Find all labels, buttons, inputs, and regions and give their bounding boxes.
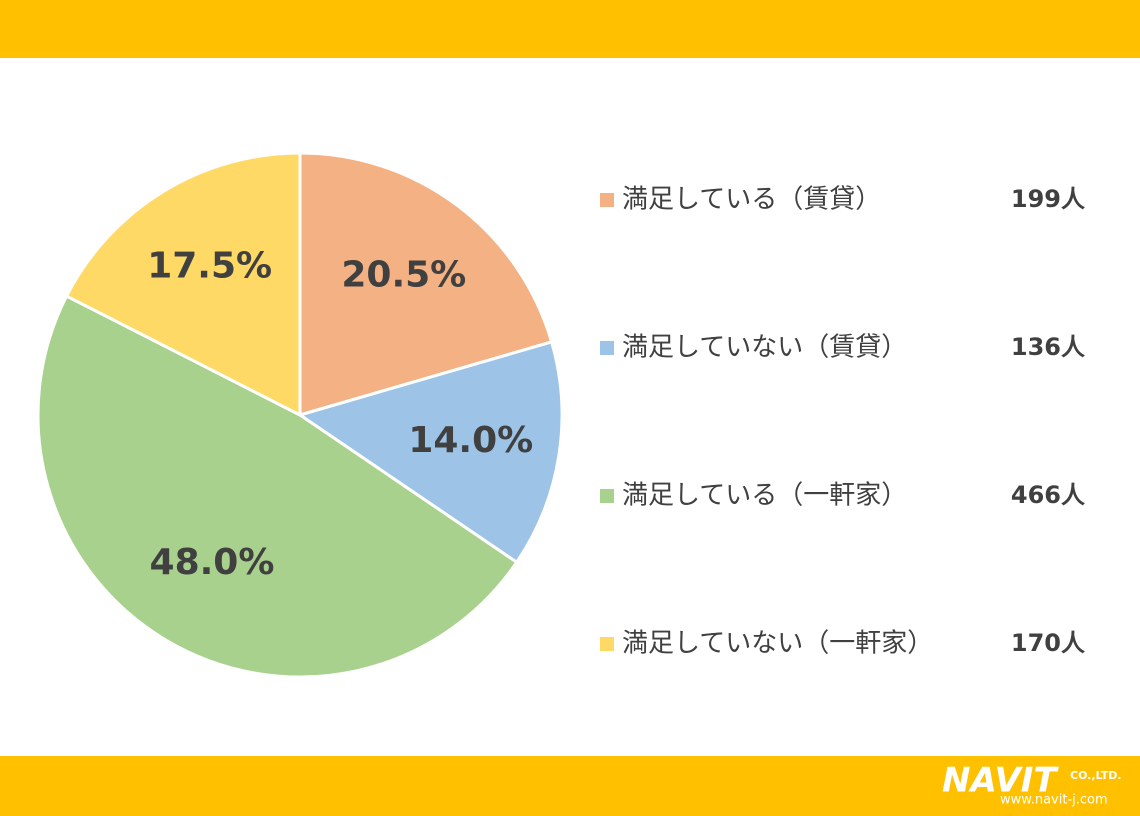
pie-slice bbox=[296, 340, 564, 565]
legend-swatch bbox=[600, 341, 614, 355]
pie-slice bbox=[36, 294, 519, 679]
legend-count: 170人 bbox=[1011, 629, 1085, 657]
legend-label: 満足している（賃貸） bbox=[622, 185, 881, 215]
legend-label: 満足していない（一軒家） bbox=[622, 629, 933, 659]
bottom-bar bbox=[0, 756, 1140, 816]
legend-swatch bbox=[600, 637, 614, 651]
slice-label: 20.5% bbox=[341, 255, 466, 296]
legend-label: 満足している（一軒家） bbox=[622, 481, 907, 511]
legend-label: 満足していない（賃貸） bbox=[622, 333, 907, 363]
logo-suffix: CO.,LTD. bbox=[1070, 769, 1122, 782]
legend-swatch bbox=[600, 489, 614, 503]
logo-url: www.navit-j.com bbox=[1000, 793, 1108, 808]
logo-name: NAVIT bbox=[942, 761, 1059, 801]
pie-slice bbox=[298, 151, 554, 417]
legend-count: 136人 bbox=[1011, 333, 1085, 361]
slice-label: 17.5% bbox=[147, 246, 272, 287]
legend-count: 466人 bbox=[1011, 481, 1085, 509]
legend-count: 199人 bbox=[1011, 185, 1085, 213]
pie-slice bbox=[64, 151, 302, 418]
slice-label: 14.0% bbox=[408, 420, 533, 461]
slice-label: 48.0% bbox=[150, 542, 275, 583]
legend-swatch bbox=[600, 193, 614, 207]
top-bar bbox=[0, 0, 1140, 58]
